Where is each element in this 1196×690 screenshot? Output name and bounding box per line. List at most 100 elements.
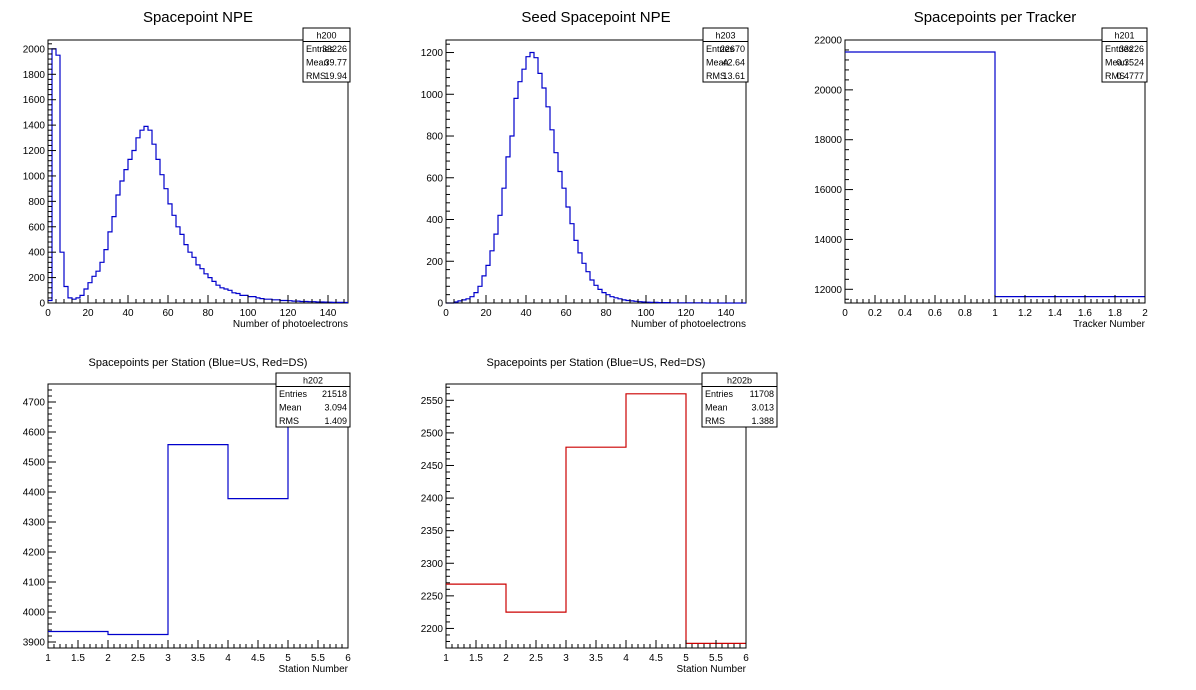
histogram-bin [108,232,112,303]
histogram-bin [76,298,80,303]
histogram-bin [300,301,304,303]
histogram-bin [594,285,598,303]
histogram-bin [634,301,638,303]
y-tick-label: 2400 [421,494,444,505]
histogram-bin [200,269,204,303]
x-tick-label: 5.5 [709,653,723,664]
histogram-bin [995,297,1145,303]
histogram-bin [602,293,606,303]
histogram-bin [284,300,288,303]
histogram-line [48,394,348,636]
y-tick-label: 1400 [23,121,46,132]
x-tick-label: 3.5 [191,653,205,664]
stats-box-name: h201 [1114,31,1134,41]
y-tick-label: 4200 [23,548,46,559]
histogram-bin [56,55,60,303]
chart-title: Spacepoint NPE [143,9,253,26]
histogram-bin [268,299,272,303]
histogram-bin [490,251,494,303]
x-tick-label: 80 [202,308,214,319]
y-tick-label: 2000 [23,44,46,55]
x-tick-label: 0.8 [958,308,972,319]
y-tick-label: 1000 [23,171,46,182]
y-tick-label: 400 [28,248,45,259]
x-tick-label: 2 [503,653,509,664]
histogram-bin [626,300,630,303]
x-tick-label: 60 [560,308,572,319]
histogram-bin [144,126,148,303]
histogram-bin [566,207,570,303]
x-tick-label: 140 [718,308,735,319]
histogram-bin [204,274,208,303]
x-tick-label: 6 [743,653,749,664]
panel-h201: Spacepoints per Tracker 0 0.2 0.4 0.6 0.8 1 1.2… [814,9,1148,330]
histogram-bin [494,234,498,303]
y-tick-label: 1800 [23,70,46,81]
histogram-bin [482,276,486,303]
histogram-bin [288,301,292,303]
histogram-bin [136,138,140,303]
y-tick-label: 2550 [421,396,444,407]
stats-row-key: Entries [306,44,335,54]
histogram-bin [92,276,96,303]
histogram-bin [244,295,248,303]
stats-row-key: RMS [306,71,326,81]
histogram-bin [638,302,642,303]
histogram-bin [610,297,614,303]
y-tick-label: 2450 [421,461,444,472]
histogram-bin [240,295,244,303]
y-tick-label: 200 [28,273,45,284]
chart-title: Spacepoints per Station (Blue=US, Red=DS… [487,357,706,369]
histogram-line [845,51,1145,298]
y-tick-label: 4500 [23,458,46,469]
stats-row-value: 1.388 [751,416,774,426]
x-tick-label: 3 [563,653,569,664]
y-tick-label: 4700 [23,398,46,409]
histogram-bin [332,302,336,303]
y-tick-label: 1200 [421,48,444,59]
stats-row-key: Entries [279,389,308,399]
stats-row-key: Mean [306,58,329,68]
histogram-bin [336,302,340,303]
histogram-bin [308,302,312,303]
histogram-bin [586,272,590,303]
x-tick-label: 2 [105,653,111,664]
x-tick-label: 0 [443,308,449,319]
x-tick-label: 5 [285,653,291,664]
histogram-bin [646,302,650,303]
histogram-bin [454,302,458,303]
y-tick-label: 600 [426,173,443,184]
histogram-bin [570,224,574,303]
x-tick-label: 0.4 [898,308,912,319]
stats-box-name: h202 [303,376,323,386]
y-tick-label: 4100 [23,578,46,589]
histogram-bin [582,263,586,303]
histogram-bin [128,159,132,303]
x-tick-label: 60 [162,308,174,319]
stats-row-value: 11708 [750,389,774,399]
histogram-bin [60,252,64,303]
histogram-bin [650,302,654,303]
x-axis-label: Number of photoelectrons [631,319,746,330]
histogram-bin [184,245,188,303]
histogram-bin [188,252,192,303]
histogram-bin [534,58,538,303]
histogram-bin [116,195,120,303]
histogram-bin [164,189,168,303]
histogram-bin [96,271,100,303]
histogram-bin [72,299,76,303]
histogram-bin [208,278,212,303]
y-tick-label: 1600 [23,95,46,106]
x-axis-label: Tracker Number [1073,319,1146,330]
x-tick-label: 0 [842,308,848,319]
histogram-bin [88,283,92,303]
histogram-bin [626,394,686,648]
x-tick-label: 20 [82,308,94,319]
stats-box-frame [275,372,351,428]
histogram-bin [260,299,264,303]
x-tick-label: 40 [520,308,532,319]
x-tick-label: 100 [638,308,655,319]
histogram-bin [462,300,466,303]
histogram-bin [578,253,582,303]
